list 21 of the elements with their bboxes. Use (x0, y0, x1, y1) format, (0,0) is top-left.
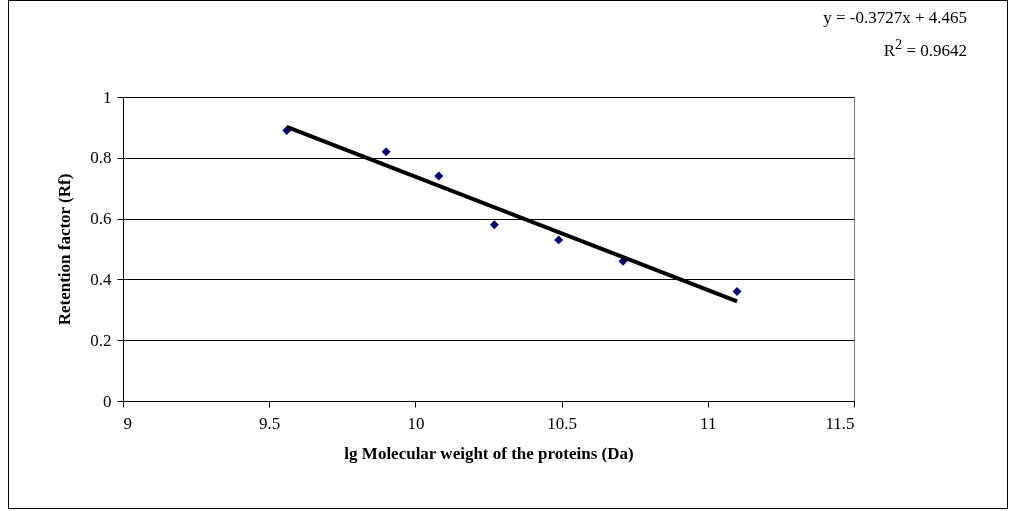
x-tick-label: 11 (700, 413, 717, 433)
x-axis-title: lg Molecular weight of the proteins (Da) (344, 443, 634, 463)
y-tick-label: 0.6 (90, 209, 112, 229)
x-tick-label: 9 (123, 413, 132, 433)
y-tick-label: 0 (103, 391, 112, 411)
y-tick-label: 0.8 (90, 148, 112, 168)
text: R$^{2}$ = 0.9642 (882, 35, 967, 62)
point (554, 235, 564, 245)
x-tick-label: 9.5 (259, 413, 281, 433)
y-tick-label: 0.2 (90, 330, 112, 350)
point (732, 287, 742, 297)
y-tick-label: 0.4 (90, 269, 112, 289)
x-tick-label: 11.5 (825, 413, 855, 433)
y-axis-title: Retention factor (Rf) (55, 173, 75, 326)
text: y = -0.3727x + 4.465 (823, 7, 967, 29)
point (434, 171, 444, 181)
point (489, 220, 499, 230)
x-tick-label: 10 (407, 413, 425, 433)
y-tick-label: 1 (103, 87, 112, 107)
x-tick-label: 10.5 (547, 413, 577, 433)
point (381, 147, 391, 157)
